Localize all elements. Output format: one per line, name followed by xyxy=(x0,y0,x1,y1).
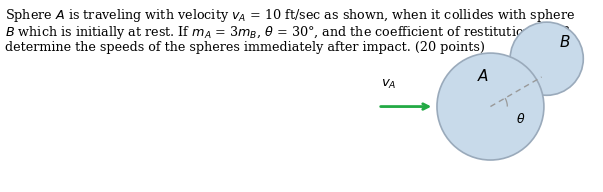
Text: Sphere $A$ is traveling with velocity $v_A$ = 10 ft/sec as shown, when it collid: Sphere $A$ is traveling with velocity $v… xyxy=(5,7,575,24)
Text: $\theta$: $\theta$ xyxy=(516,112,525,126)
Text: $v_A$: $v_A$ xyxy=(381,78,397,91)
Circle shape xyxy=(510,22,583,95)
Text: determine the speeds of the spheres immediately after impact. (20 points): determine the speeds of the spheres imme… xyxy=(5,41,485,54)
Text: $B$ which is initially at rest. If $m_A$ = 3$m_B$, $\theta$ = 30°, and the coeff: $B$ which is initially at rest. If $m_A$… xyxy=(5,24,575,41)
Circle shape xyxy=(437,53,544,160)
Text: $B$: $B$ xyxy=(559,34,571,50)
Text: $A$: $A$ xyxy=(478,68,490,84)
